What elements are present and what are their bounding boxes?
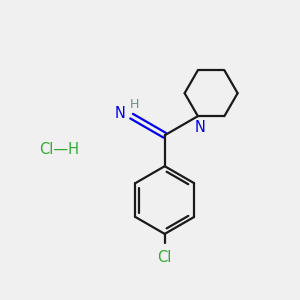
Text: N: N bbox=[195, 120, 206, 135]
Text: H: H bbox=[130, 98, 140, 111]
Text: Cl: Cl bbox=[158, 250, 172, 265]
Text: Cl—H: Cl—H bbox=[39, 142, 79, 158]
Text: N: N bbox=[114, 106, 125, 121]
